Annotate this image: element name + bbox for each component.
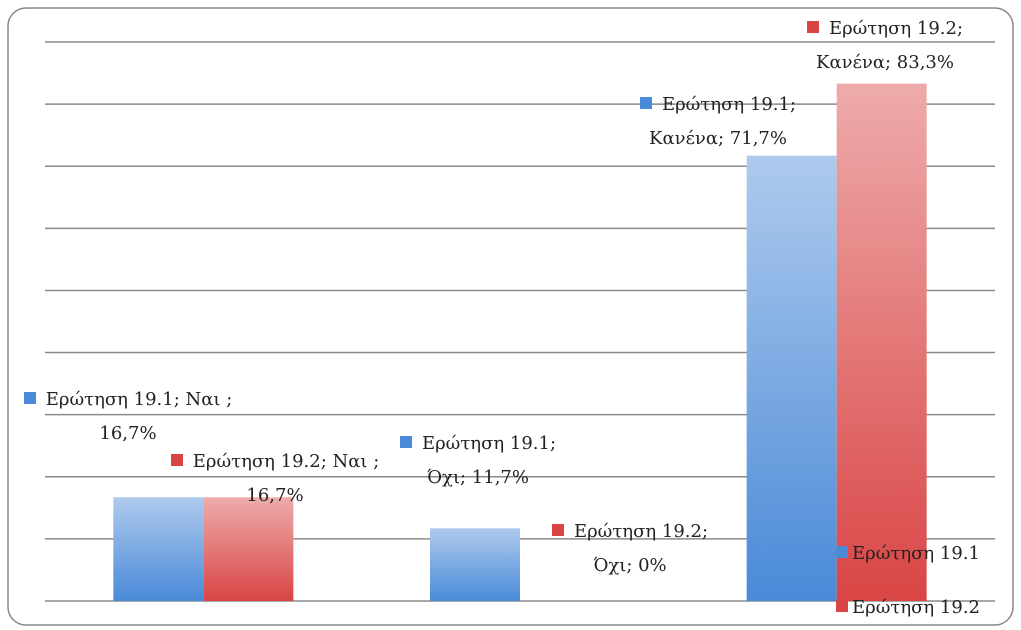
bar: [203, 497, 294, 601]
data-label: Ερώτηση 19.1; Κανένα; 71,7%: [618, 88, 818, 156]
legend-entry: Ερώτηση 19.2: [836, 597, 980, 618]
data-label: Ερώτηση 19.2; Ναι ; 16,7%: [170, 445, 380, 513]
bar: [113, 497, 204, 601]
data-label: Ερώτηση 19.1; Όχι; 11,7%: [378, 427, 578, 495]
legend-entry: Ερώτηση 19.1: [836, 543, 980, 564]
data-label: Ερώτηση 19.2; Όχι; 0%: [530, 515, 730, 583]
bar: [836, 83, 927, 601]
bar: [430, 528, 520, 601]
data-label: Ερώτηση 19.1; Ναι ; 16,7%: [21, 383, 236, 451]
bar: [746, 155, 837, 601]
data-label: Ερώτηση 19.2; Κανένα; 83,3%: [785, 12, 985, 80]
